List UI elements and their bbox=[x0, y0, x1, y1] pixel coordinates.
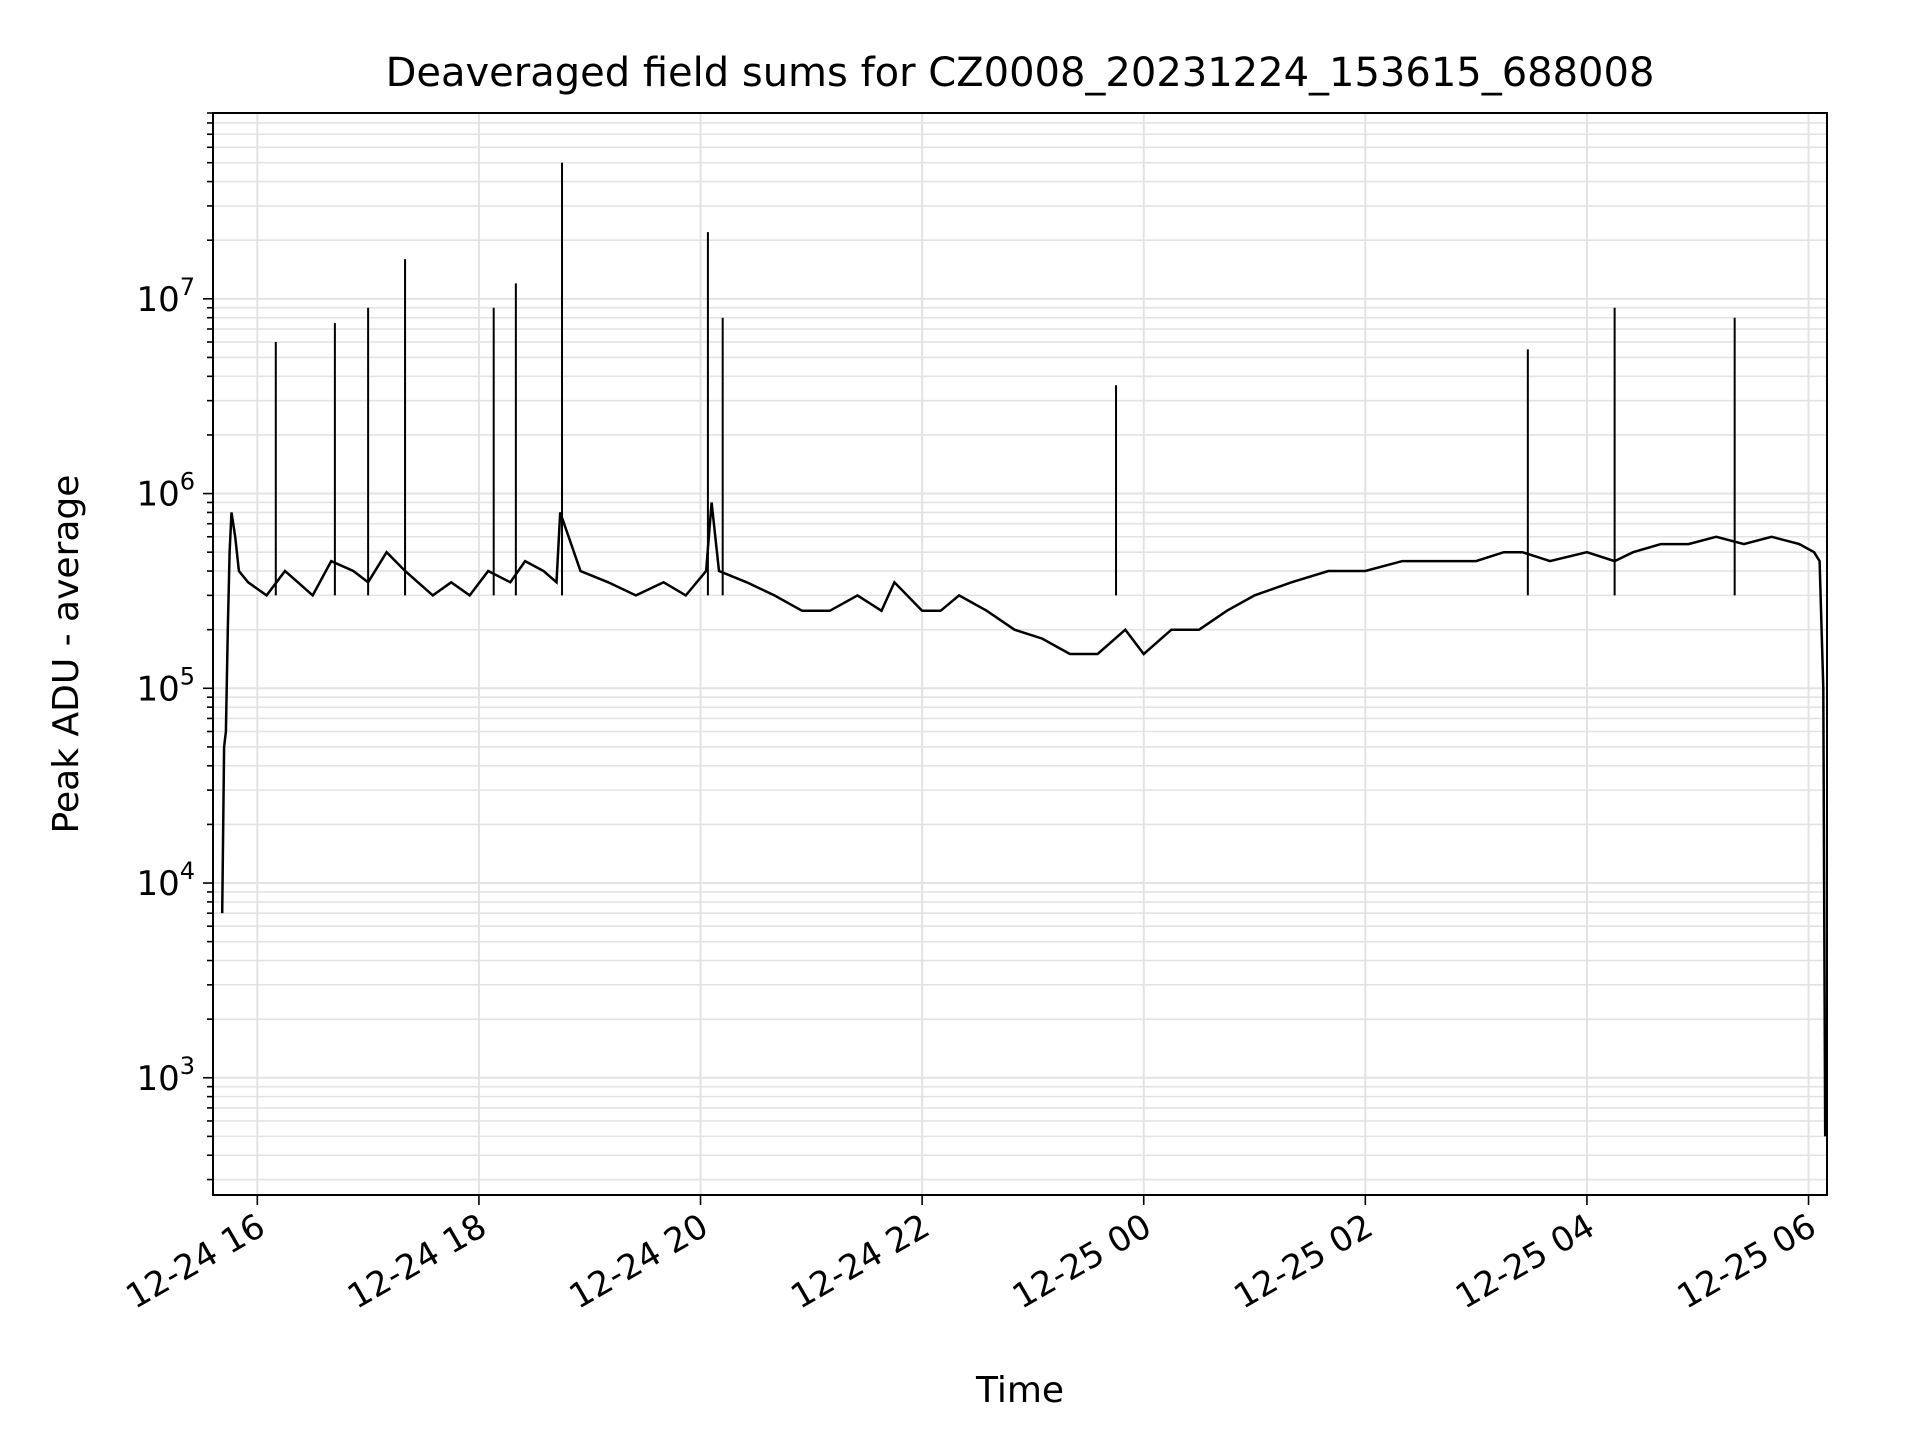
grid bbox=[213, 112, 1827, 1195]
y-tick-label: 104 bbox=[136, 857, 195, 904]
y-tick-label: 107 bbox=[136, 273, 195, 320]
y-axis-label: Peak ADU - average bbox=[46, 475, 87, 834]
y-axis: 103 104 105 106 107 bbox=[136, 112, 213, 1181]
chart-title: Deaveraged field sums for CZ0008_2023122… bbox=[386, 50, 1655, 96]
y-tick-label: 106 bbox=[136, 468, 195, 515]
y-tick-label: 103 bbox=[136, 1052, 195, 1099]
y-tick-label: 105 bbox=[136, 662, 195, 709]
plot-frame bbox=[212, 112, 1828, 1196]
x-axis-label: Time bbox=[975, 1370, 1064, 1411]
series-line bbox=[220, 502, 1827, 1137]
series bbox=[220, 162, 1827, 1137]
